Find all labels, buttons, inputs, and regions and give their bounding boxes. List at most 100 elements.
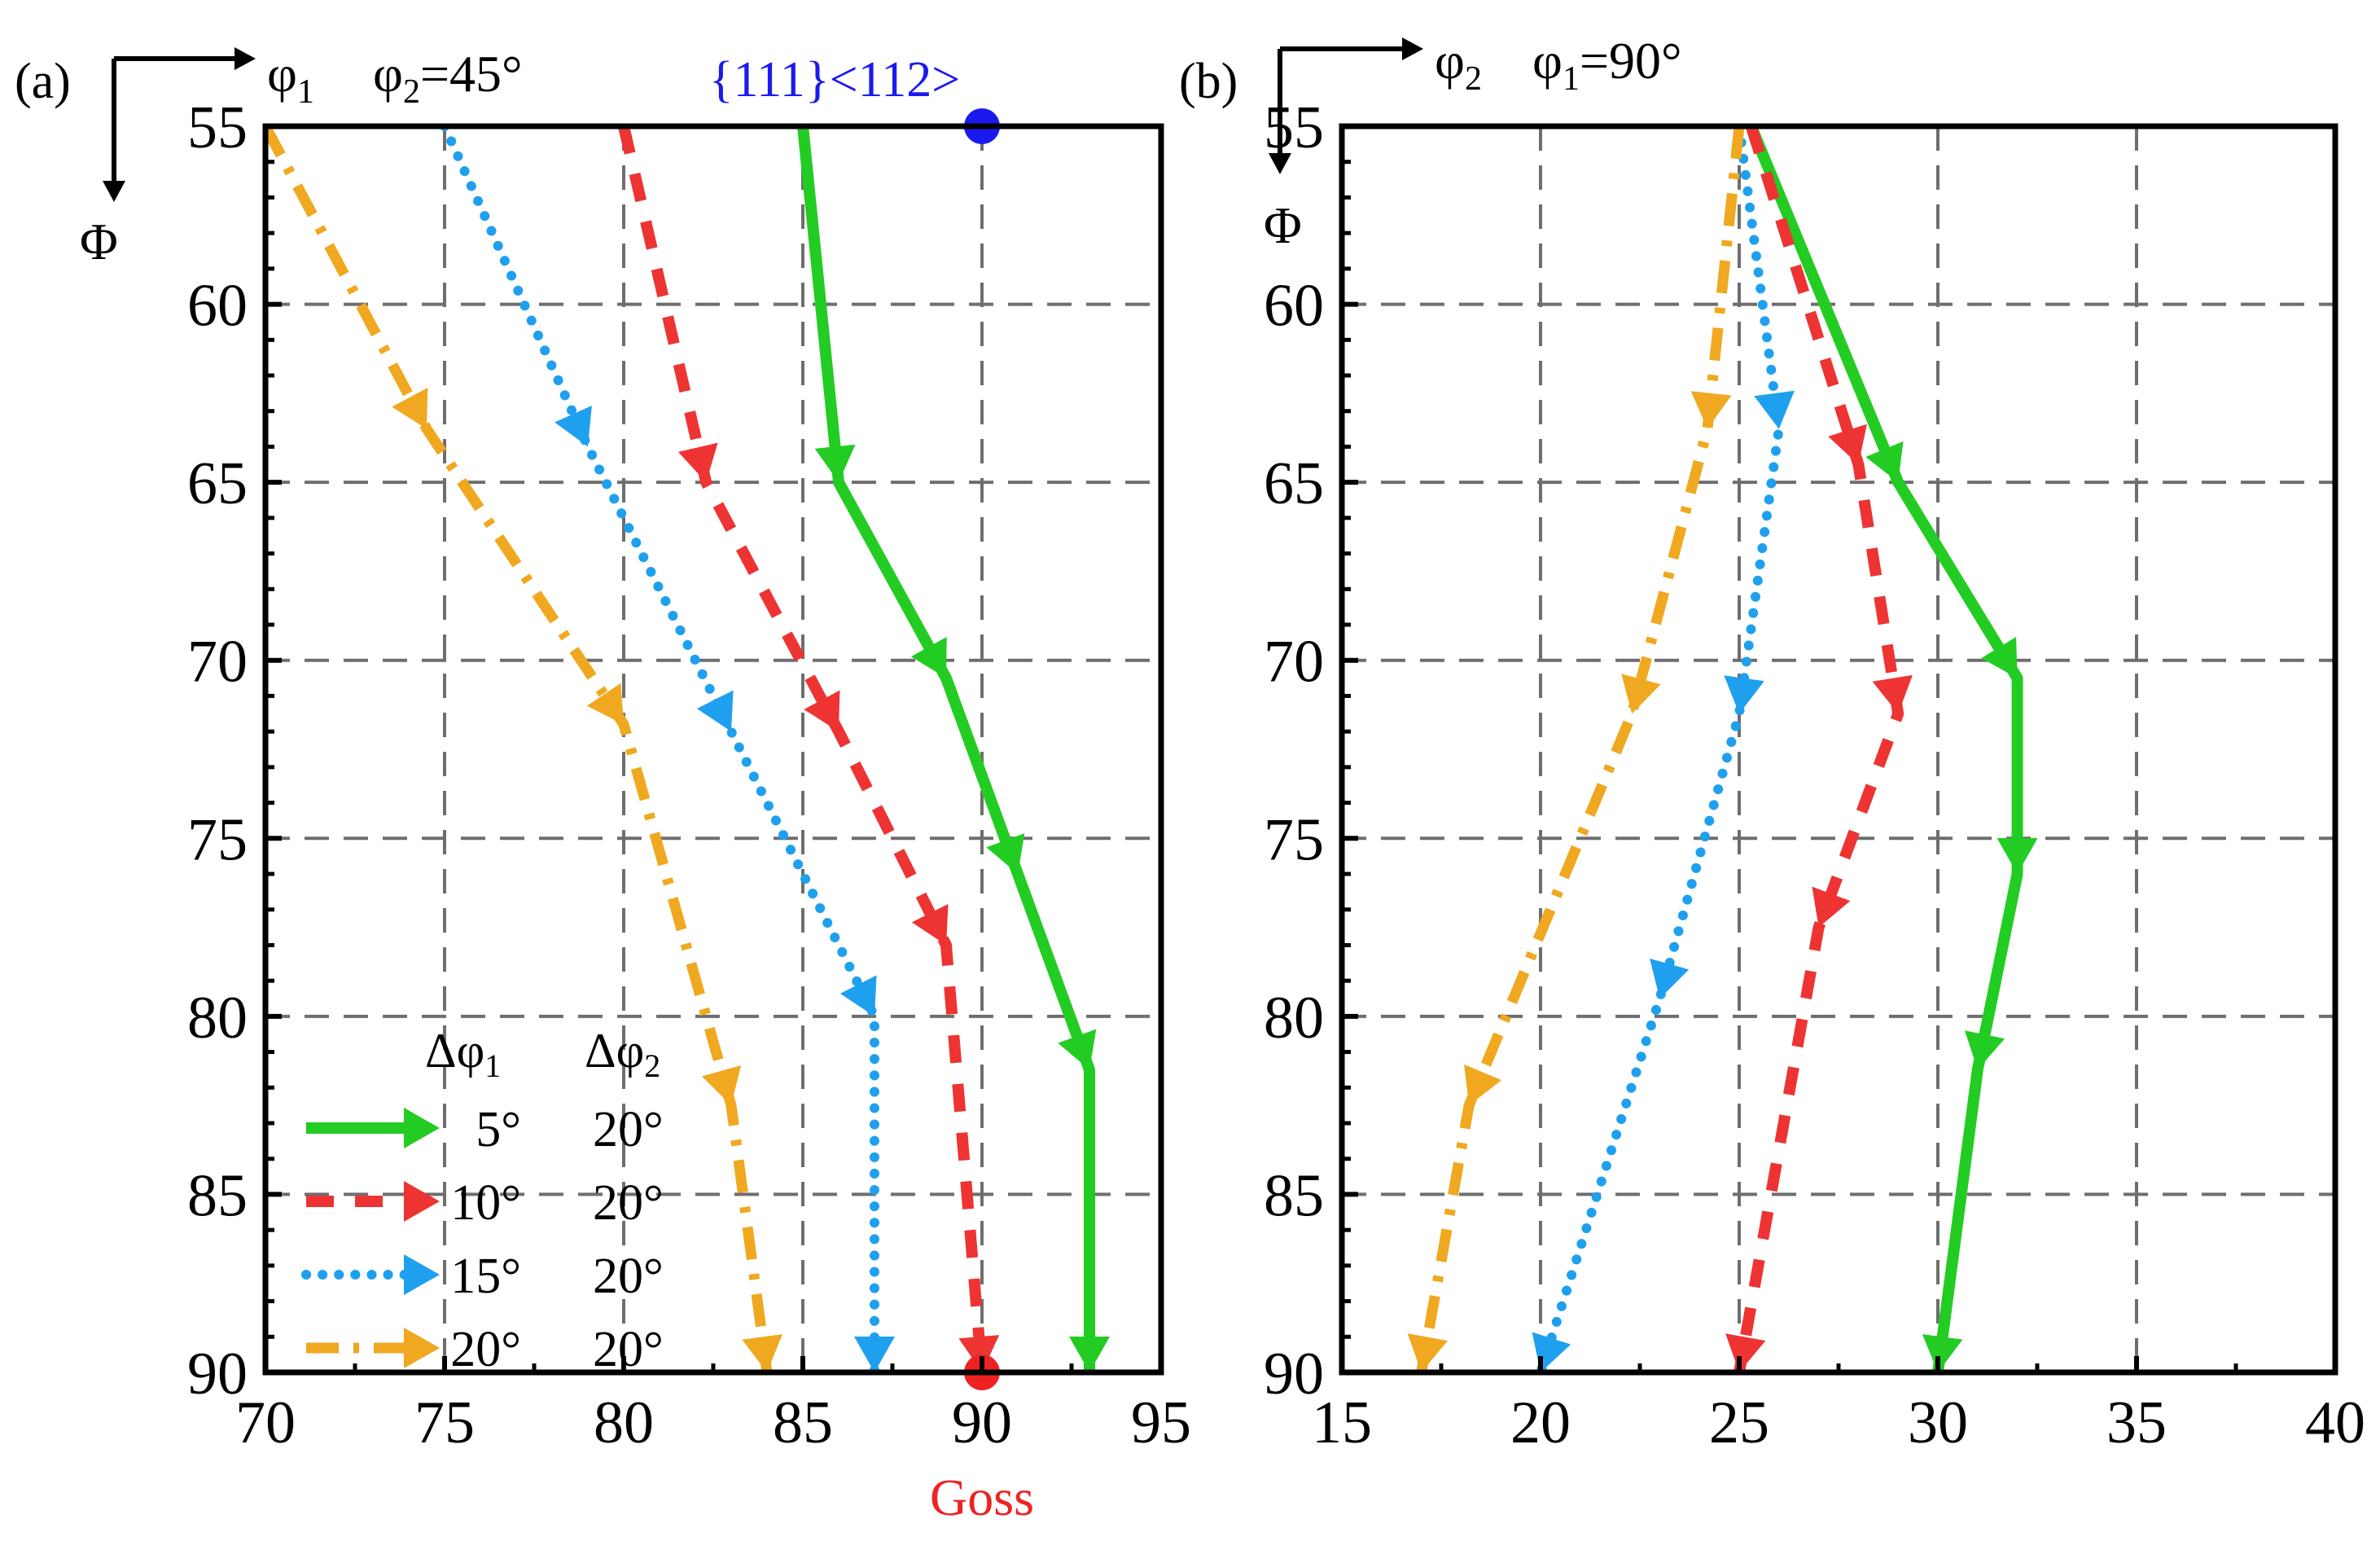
fixed-angle-a: φ2=45° bbox=[373, 45, 523, 111]
legend-dphi1-value: 15° bbox=[450, 1249, 521, 1304]
series-arrowhead-3 bbox=[696, 690, 734, 732]
series-arrowhead-3 bbox=[1724, 675, 1764, 714]
series-line-3 bbox=[1536, 126, 1784, 1372]
y-tick-label: 65 bbox=[187, 450, 248, 517]
series-arrowhead-1 bbox=[1865, 441, 1904, 483]
legend-dphi2-value: 20° bbox=[593, 1322, 664, 1377]
panel-b: 15 20 25 30 35 40 55 60 65 70 75 80 85 90 (b) φ2 φ1=9… bbox=[1179, 32, 2365, 1456]
x-axis-title-a: φ1 bbox=[267, 45, 314, 111]
legend: Δφ1 Δφ2 5° 20° 10° 20° 15° 20° 20° 20° bbox=[301, 1024, 664, 1377]
fixed-angle-b: φ1=90° bbox=[1532, 32, 1682, 98]
series-arrowhead-2 bbox=[1872, 674, 1913, 714]
series-arrowhead-2 bbox=[1828, 424, 1867, 465]
legend-rows: 5° 20° 10° 20° 15° 20° 20° 20° bbox=[301, 1102, 664, 1377]
series-arrowhead-2 bbox=[1812, 886, 1851, 928]
y-tick-label: 55 bbox=[187, 94, 248, 161]
series-arrowhead-4 bbox=[742, 1334, 782, 1372]
series-line-4 bbox=[1416, 126, 1745, 1372]
series-arrowhead-2 bbox=[958, 1335, 1000, 1372]
legend-header-dphi1: Δφ1 bbox=[425, 1024, 501, 1084]
series-arrowhead-4 bbox=[392, 388, 428, 429]
x-tick-label: 35 bbox=[2106, 1390, 2167, 1456]
series-line-1 bbox=[1746, 126, 2023, 1372]
axis-arrows-b bbox=[1269, 37, 1423, 174]
legend-arrowhead-4 bbox=[404, 1328, 440, 1368]
y-tick-label: 60 bbox=[187, 273, 248, 340]
series-arrowhead-3 bbox=[1650, 958, 1690, 999]
panel-a: 70 75 80 85 90 95 55 60 65 70 75 80 85 90 (a) φ1 φ2=4… bbox=[15, 45, 1191, 1526]
x-tick-label: 40 bbox=[2305, 1390, 2365, 1456]
x-tick-label: 20 bbox=[1510, 1390, 1571, 1456]
y-tick-label: 90 bbox=[1264, 1341, 1324, 1407]
x-tick-label: 75 bbox=[414, 1390, 475, 1456]
series-arrowhead-1 bbox=[910, 636, 947, 678]
x-axis-title-b: φ2 bbox=[1435, 32, 1482, 98]
plot-frame-a bbox=[262, 123, 1164, 1376]
series-arrowhead-1 bbox=[1922, 1334, 1963, 1372]
series-line-3 bbox=[440, 126, 879, 1372]
series-arrowhead-1 bbox=[814, 444, 856, 483]
legend-arrowhead-1 bbox=[404, 1108, 440, 1148]
series-arrowhead-3 bbox=[554, 406, 592, 447]
ticks-b: 15 20 25 30 35 40 55 60 65 70 75 80 85 90 bbox=[1264, 94, 2365, 1456]
y-tick-label: 85 bbox=[187, 1162, 248, 1229]
ticks-a: 70 75 80 85 90 95 55 60 65 70 75 80 85 90 bbox=[187, 94, 1191, 1456]
x-tick-label: 70 bbox=[235, 1390, 296, 1456]
grid-a bbox=[265, 126, 1161, 1372]
series-arrowhead-1 bbox=[1981, 637, 2018, 678]
series-arrowhead-4 bbox=[1407, 1333, 1448, 1372]
x-tick-label: 25 bbox=[1709, 1390, 1769, 1456]
grid-b bbox=[1342, 126, 2335, 1372]
series-arrowhead-1 bbox=[986, 833, 1025, 874]
y-tick-label: 75 bbox=[187, 806, 248, 873]
series-arrowhead-1 bbox=[1069, 1337, 1110, 1372]
x-tick-label: 85 bbox=[773, 1390, 833, 1456]
series-arrowhead-4 bbox=[1690, 391, 1732, 429]
legend-dphi1-value: 5° bbox=[476, 1102, 521, 1157]
annotation-goss: Goss bbox=[930, 1469, 1034, 1526]
y-tick-label: 80 bbox=[1264, 985, 1324, 1051]
panel-label-a: (a) bbox=[15, 54, 71, 109]
series-arrowhead-4 bbox=[701, 1065, 742, 1106]
series-group-a bbox=[265, 126, 1110, 1372]
x-tick-label: 95 bbox=[1131, 1390, 1191, 1456]
legend-dphi2-value: 20° bbox=[593, 1249, 664, 1304]
legend-dphi1-value: 10° bbox=[450, 1175, 521, 1231]
series-arrowhead-2 bbox=[804, 690, 840, 732]
y-tick-label: 70 bbox=[187, 629, 248, 696]
legend-arrowhead-2 bbox=[404, 1181, 440, 1222]
y-axis-title-b: Φ bbox=[1264, 196, 1302, 254]
x-tick-label: 30 bbox=[1908, 1390, 1968, 1456]
y-tick-label: 90 bbox=[187, 1341, 248, 1407]
y-axis-title-a: Φ bbox=[80, 213, 118, 270]
axis-arrows-a bbox=[103, 47, 256, 202]
legend-dphi2-value: 20° bbox=[593, 1175, 664, 1231]
series-line-2 bbox=[1733, 126, 1904, 1372]
series-arrowhead-1 bbox=[1058, 1029, 1097, 1070]
series-arrowhead-2 bbox=[677, 442, 718, 483]
y-tick-label: 85 bbox=[1264, 1162, 1324, 1229]
legend-arrowhead-3 bbox=[404, 1254, 440, 1295]
series-arrowhead-1 bbox=[1965, 1030, 2005, 1070]
y-tick-label: 60 bbox=[1264, 273, 1324, 340]
panel-label-b: (b) bbox=[1179, 54, 1238, 109]
legend-dphi1-value: 20° bbox=[450, 1322, 521, 1377]
series-arrowhead-4 bbox=[1621, 674, 1661, 714]
series-arrowhead-3 bbox=[839, 975, 877, 1016]
series-arrowhead-3 bbox=[1754, 390, 1795, 429]
legend-header-dphi2: Δφ2 bbox=[585, 1024, 660, 1084]
series-line-1 bbox=[797, 126, 1095, 1372]
series-arrowhead-2 bbox=[911, 903, 949, 946]
x-tick-label: 80 bbox=[594, 1390, 654, 1456]
series-arrowhead-2 bbox=[1725, 1333, 1766, 1372]
series-arrowhead-1 bbox=[1996, 838, 2038, 874]
series-arrowhead-3 bbox=[854, 1337, 895, 1372]
y-tick-label: 80 bbox=[187, 985, 248, 1051]
x-tick-label: 15 bbox=[1312, 1390, 1372, 1456]
plot-frame-b bbox=[1339, 123, 2338, 1376]
x-tick-label: 90 bbox=[952, 1390, 1012, 1456]
legend-dphi2-value: 20° bbox=[593, 1102, 664, 1157]
series-arrowhead-4 bbox=[1464, 1064, 1502, 1106]
series-arrowhead-4 bbox=[586, 683, 624, 725]
